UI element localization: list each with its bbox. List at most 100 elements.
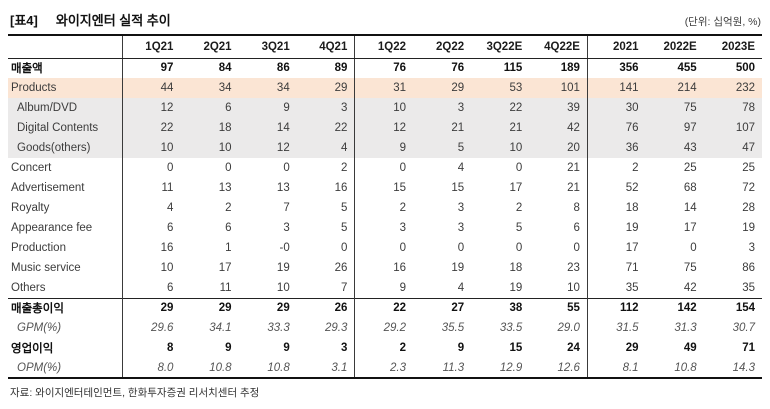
source-note: 자료: 와이지엔터테인먼트, 한화투자증권 리서치센터 추정 — [10, 387, 260, 399]
value-cell: 3 — [457, 102, 465, 114]
value-cell: 10 — [509, 142, 523, 154]
column-header-3Q22E: 3Q22E — [471, 35, 530, 59]
column-header-2Q21: 2Q21 — [180, 35, 239, 59]
table-row: 매출총이익 29 29 29 26 22 27 38 55 112 142 154 — [8, 297, 762, 318]
value-cell: 19 — [451, 262, 465, 274]
value-cell: 0 — [283, 162, 290, 174]
value-cell: 9 — [399, 281, 406, 294]
value-cell: 8 — [167, 342, 174, 354]
value-cell: 29.6 — [151, 322, 174, 334]
value-cell: 25 — [742, 162, 755, 174]
value-cell: 8 — [529, 198, 588, 218]
row-label: Products — [8, 78, 123, 98]
value-cell: 21 — [509, 122, 523, 134]
value-cell: 141 — [619, 82, 639, 94]
value-cell: 6 — [529, 218, 588, 238]
value-cell: 0 — [399, 162, 406, 174]
value-cell: 9 — [225, 342, 232, 354]
value-cell: 12 — [276, 142, 290, 154]
value-cell: 31.3 — [674, 322, 697, 334]
value-cell: 6 — [167, 281, 174, 294]
value-cell: 4 — [296, 138, 356, 158]
row-label: OPM(%) — [8, 358, 123, 378]
value-cell: 29.2 — [383, 322, 406, 334]
value-cell: 0 — [296, 238, 356, 258]
value-cell: 10.8 — [267, 361, 290, 374]
table-title: [표4] 와이지엔터 실적 추이 — [10, 10, 171, 29]
table-row: Digital Contents 22 18 14 22 12 21 21 42 76 97 107 — [8, 118, 762, 138]
value-cell: 30 — [625, 102, 639, 114]
value-cell: 47 — [742, 142, 755, 154]
value-cell: 10 — [160, 262, 174, 274]
value-cell: 455 — [677, 62, 697, 75]
value-cell: 53 — [509, 82, 523, 94]
value-cell: 29 — [238, 297, 297, 318]
value-cell: 12.6 — [529, 358, 588, 378]
value-cell: 29 — [296, 78, 356, 98]
value-cell: 15 — [509, 342, 523, 354]
value-cell: 86 — [742, 262, 755, 274]
value-cell: 3 — [457, 202, 465, 214]
value-cell: 14.3 — [732, 361, 755, 374]
value-cell: 31.5 — [616, 322, 639, 334]
value-cell: 2 — [225, 202, 232, 214]
value-cell: 17 — [683, 222, 697, 234]
value-cell: 20 — [529, 138, 588, 158]
value-cell: 39 — [529, 98, 588, 118]
value-cell: 189 — [529, 58, 588, 78]
value-cell: 6 — [225, 102, 232, 114]
value-cell: 9 — [399, 142, 406, 154]
value-cell: 5 — [515, 222, 523, 234]
value-cell: 214 — [677, 82, 697, 94]
table-row: Royalty 4 2 7 5 2 3 2 8 18 14 28 — [8, 198, 762, 218]
row-label: Concert — [8, 158, 123, 178]
value-cell: 76 — [451, 62, 465, 75]
value-cell: 2 — [399, 342, 406, 354]
value-cell: 21 — [529, 178, 588, 198]
value-cell: 500 — [735, 62, 755, 75]
table-row: Others 6 11 10 7 9 4 19 10 35 42 35 — [8, 278, 762, 298]
value-cell: 8.0 — [157, 361, 174, 374]
value-cell: 55 — [529, 297, 588, 318]
value-cell: 11.3 — [442, 361, 465, 374]
value-cell: 19 — [625, 222, 639, 234]
value-cell: 7 — [283, 202, 290, 214]
value-cell: 356 — [619, 62, 639, 75]
column-header-4Q22E: 4Q22E — [529, 35, 588, 59]
value-cell: -0 — [279, 242, 290, 254]
value-cell: 29 — [180, 297, 239, 318]
row-label-column-header — [8, 35, 123, 59]
value-cell: 10 — [529, 278, 588, 298]
value-cell: 43 — [683, 142, 697, 154]
value-cell: 30.7 — [732, 322, 755, 334]
table-number-tag: [표4] — [10, 13, 38, 28]
table-row: 영업이익 8 9 9 3 2 9 15 24 29 49 71 — [8, 338, 762, 358]
value-cell: 0 — [515, 242, 523, 254]
value-cell: 12.9 — [499, 361, 523, 374]
value-cell: 17 — [625, 242, 639, 254]
value-cell: 5 — [296, 218, 356, 238]
value-cell: 33.3 — [267, 322, 290, 334]
value-cell: 27 — [413, 297, 472, 318]
value-cell: 13 — [276, 182, 290, 194]
value-cell: 36 — [625, 142, 639, 154]
value-cell: 4 — [457, 162, 465, 174]
column-header-4Q21: 4Q21 — [296, 35, 356, 59]
value-cell: 76 — [625, 122, 639, 134]
value-cell: 22 — [160, 122, 174, 134]
value-cell: 26 — [296, 297, 356, 318]
value-cell: 11 — [161, 182, 174, 194]
value-cell: 22 — [354, 297, 413, 318]
unit-note: (단위: 십억원, %) — [684, 16, 761, 28]
table-header-bar: [표4] 와이지엔터 실적 추이 (단위: 십억원, %) — [8, 10, 762, 34]
value-cell: 14 — [276, 122, 290, 134]
table-row: OPM(%) 8.0 10.8 10.8 3.1 2.3 11.3 12.9 12.6 8.1 10… — [8, 358, 762, 378]
value-cell: 34.1 — [209, 322, 232, 334]
value-cell: 2 — [399, 202, 406, 214]
table-row: Concert 0 0 0 2 0 4 0 21 2 25 25 — [8, 158, 762, 178]
value-cell: 71 — [625, 262, 639, 274]
value-cell: 6 — [167, 222, 174, 234]
column-header-3Q21: 3Q21 — [238, 35, 297, 59]
value-cell: 11 — [219, 281, 232, 294]
